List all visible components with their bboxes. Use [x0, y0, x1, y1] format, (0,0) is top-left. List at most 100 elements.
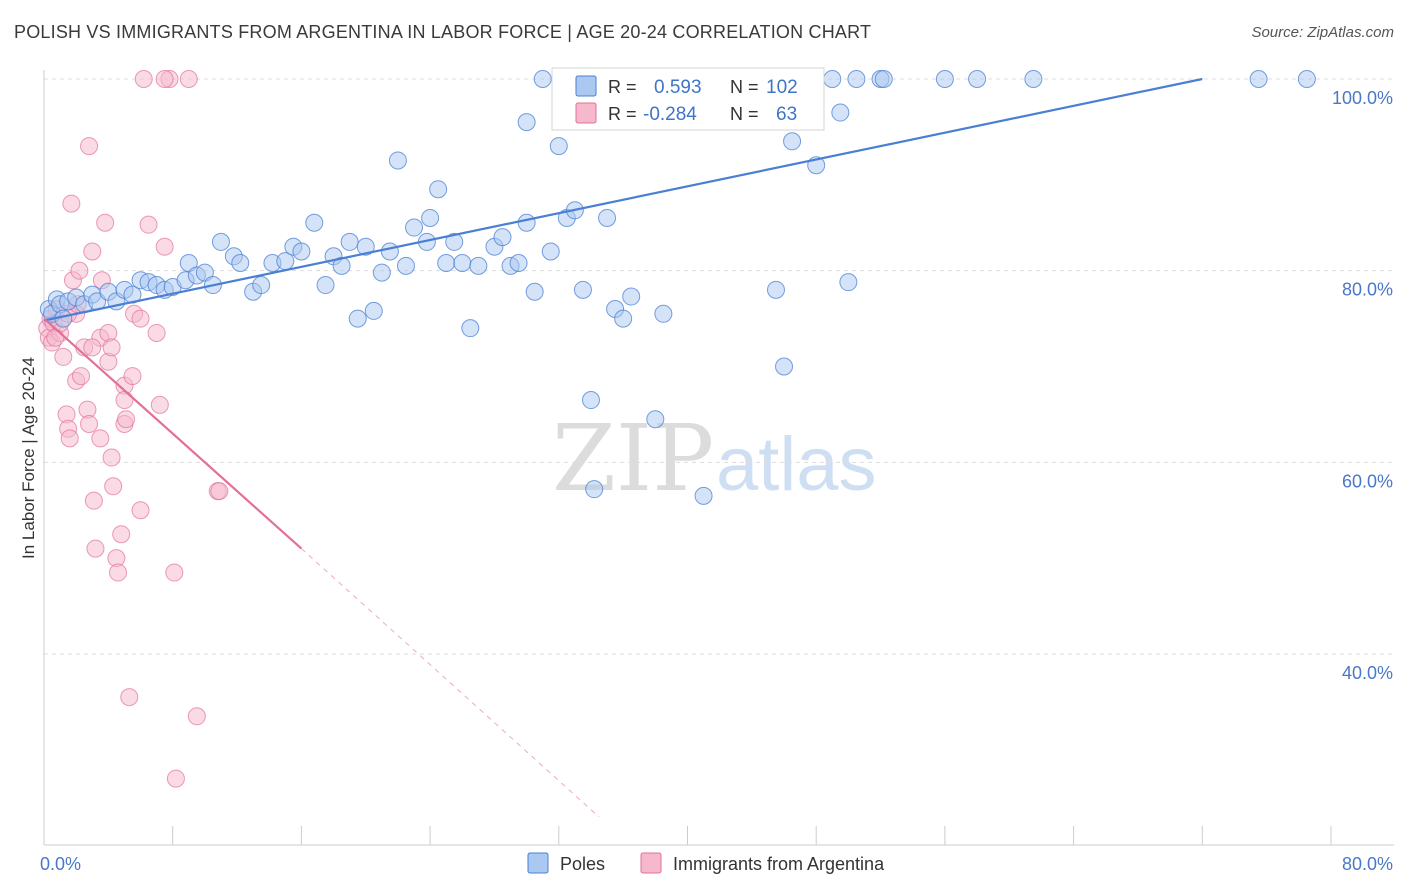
poles-point — [348, 309, 367, 328]
poles-point — [839, 273, 858, 292]
y-tick-label: 60.0% — [1342, 471, 1393, 491]
argentina-point — [96, 213, 115, 232]
stats-legend-n-value-argentina: 63 — [776, 104, 797, 125]
poles-point — [823, 70, 842, 88]
axes — [43, 70, 1394, 846]
watermark: ZIP atlas — [552, 405, 877, 512]
legend-swatch-argentina — [640, 852, 662, 874]
argentina-trend-extension — [301, 548, 600, 818]
series-legend: Poles Immigrants from Argentina — [527, 852, 885, 874]
poles-point — [525, 282, 544, 301]
y-tick-label: 100.0% — [1332, 88, 1393, 108]
stats-legend-swatch-argentina — [575, 102, 597, 124]
stats-legend-n-label-argentina: N = — [730, 104, 759, 124]
argentina-point — [120, 688, 139, 707]
poles-point — [766, 280, 785, 299]
poles-point — [847, 70, 866, 88]
argentina-point — [155, 237, 174, 256]
grid-lines — [44, 78, 1394, 655]
poles-point — [1249, 70, 1268, 88]
watermark-zip: ZIP — [552, 405, 714, 512]
poles-point — [581, 391, 600, 410]
poles-point — [380, 242, 399, 261]
poles-point — [598, 208, 617, 227]
poles-point — [437, 254, 456, 272]
argentina-point — [115, 391, 134, 410]
poles-point — [509, 254, 528, 272]
argentina-point — [131, 501, 150, 520]
chart-source: Source: ZipAtlas.com — [1251, 24, 1394, 41]
poles-point — [340, 232, 359, 251]
trend-lines — [43, 77, 1203, 818]
poles-points — [39, 70, 1316, 505]
argentina-point — [80, 415, 99, 433]
stats-legend-n-label-poles: N = — [730, 77, 759, 97]
argentina-point — [80, 137, 99, 156]
poles-point — [364, 301, 383, 320]
poles-point — [252, 276, 271, 295]
legend-label-argentina: Immigrants from Argentina — [673, 854, 885, 874]
poles-point — [429, 180, 448, 199]
poles-point — [445, 232, 464, 251]
poles-point — [453, 254, 472, 272]
argentina-point — [165, 563, 184, 582]
argentina-point — [166, 769, 185, 788]
argentina-point — [155, 70, 174, 88]
argentina-point — [134, 70, 153, 88]
x-tick-label: 0.0% — [40, 854, 81, 874]
argentina-point — [150, 395, 169, 414]
argentina-point — [60, 429, 79, 448]
stats-legend-r-label-argentina: R = — [608, 104, 637, 124]
argentina-point — [54, 347, 73, 366]
x-tick-labels: 0.0% 80.0% — [40, 854, 1393, 874]
poles-point — [968, 70, 987, 88]
poles-point — [1024, 70, 1043, 88]
poles-point — [654, 304, 673, 323]
poles-point — [694, 486, 713, 505]
poles-point — [305, 213, 324, 232]
argentina-point — [70, 261, 89, 280]
argentina-point — [83, 338, 102, 357]
watermark-atlas: atlas — [716, 422, 877, 507]
poles-point — [211, 232, 230, 251]
poles-point — [292, 242, 311, 261]
argentina-point — [117, 410, 136, 429]
stats-legend-r-value-argentina: -0.284 — [643, 104, 697, 125]
poles-point — [622, 287, 641, 306]
poles-point — [388, 151, 407, 170]
argentina-point — [109, 563, 128, 582]
poles-point — [396, 256, 415, 275]
x-tick-label: 80.0% — [1342, 854, 1393, 874]
argentina-point — [147, 323, 166, 342]
stats-legend-box — [551, 67, 825, 131]
argentina-point — [139, 215, 158, 234]
poles-point — [775, 357, 794, 376]
poles-point — [1297, 70, 1316, 88]
argentina-point — [123, 367, 142, 386]
argentina-point — [102, 448, 121, 467]
argentina-point — [46, 328, 65, 347]
argentina-point — [84, 491, 103, 510]
poles-point — [573, 280, 592, 299]
argentina-point — [112, 525, 131, 544]
poles-point — [231, 254, 250, 272]
poles-point — [585, 480, 604, 499]
argentina-point — [83, 242, 102, 261]
stats-legend-swatch-poles — [575, 75, 597, 97]
poles-point — [421, 208, 440, 227]
argentina-point — [91, 429, 110, 448]
argentina-point — [104, 477, 123, 496]
poles-point — [874, 70, 893, 88]
y-tick-label: 80.0% — [1342, 280, 1393, 300]
argentina-point — [131, 309, 150, 328]
argentina-point — [187, 707, 206, 726]
argentina-point — [210, 482, 229, 501]
poles-point — [469, 256, 488, 275]
argentina-point — [72, 367, 91, 386]
argentina-point — [62, 194, 81, 213]
poles-point — [541, 242, 560, 261]
chart-title: POLISH VS IMMIGRANTS FROM ARGENTINA IN L… — [14, 22, 872, 42]
poles-point — [493, 228, 512, 247]
legend-label-poles: Poles — [560, 854, 605, 874]
